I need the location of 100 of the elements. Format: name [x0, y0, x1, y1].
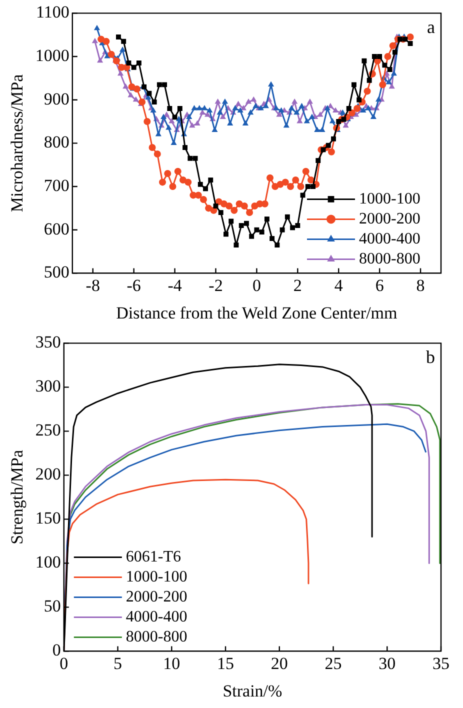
- point: [122, 83, 129, 89]
- point: [305, 184, 310, 190]
- point: [336, 119, 342, 124]
- x-tick-label: 6: [375, 276, 384, 295]
- x-tick-label: 10: [163, 654, 180, 673]
- y-tick-label: 700: [44, 176, 70, 195]
- point: [366, 78, 372, 83]
- point: [382, 62, 388, 68]
- point: [259, 230, 264, 235]
- point: [177, 106, 182, 112]
- point: [274, 242, 280, 248]
- point: [245, 98, 252, 104]
- y-tick-label: 100: [35, 552, 61, 572]
- legend-label: 2000-200: [359, 210, 420, 228]
- point: [377, 54, 382, 60]
- point: [224, 232, 228, 237]
- x-tick-label: -4: [168, 276, 182, 295]
- y-tick-label: 900: [44, 89, 70, 108]
- point: [362, 58, 367, 64]
- point: [121, 38, 126, 44]
- x-tick-label: 15: [217, 654, 234, 673]
- point: [188, 156, 193, 161]
- legend-label: 1000-100: [359, 190, 420, 208]
- legend-label: 1000-100: [126, 568, 188, 586]
- y-axis-title: Microhardness/MPa: [8, 74, 27, 212]
- x-tick-label: -8: [86, 276, 100, 295]
- point: [372, 54, 377, 60]
- y-tick-label: 150: [35, 508, 61, 528]
- point: [213, 204, 218, 209]
- y-tick-label: 1000: [35, 46, 70, 65]
- legend-label: 8000-800: [126, 628, 188, 646]
- point: [346, 106, 352, 112]
- point: [235, 100, 242, 106]
- point: [189, 122, 196, 128]
- point: [117, 70, 124, 76]
- point: [296, 118, 303, 124]
- legend-label: 6061-T6: [126, 548, 182, 566]
- point: [270, 236, 275, 242]
- x-tick-label: 30: [378, 654, 396, 673]
- point: [320, 147, 326, 152]
- point: [136, 60, 142, 66]
- point: [238, 223, 244, 228]
- point: [182, 145, 188, 150]
- x-tick-label: 25: [324, 654, 342, 673]
- point: [300, 192, 306, 198]
- point: [126, 60, 132, 66]
- x-axis-title: Strain/%: [222, 681, 282, 700]
- point: [306, 98, 313, 104]
- point: [264, 216, 270, 222]
- point: [220, 114, 226, 119]
- point: [351, 82, 356, 88]
- annotation: a: [427, 16, 435, 37]
- point: [356, 97, 362, 102]
- point: [132, 96, 139, 102]
- point: [214, 98, 221, 104]
- y-tick-label: 800: [44, 132, 70, 152]
- legend-label: 2000-200: [126, 588, 188, 606]
- x-tick-label: 35: [432, 654, 450, 673]
- y-tick-label: 1100: [36, 2, 70, 22]
- y-axis-title: Strength/MPa: [8, 450, 27, 544]
- point: [254, 227, 260, 232]
- x-tick-label: 8: [416, 276, 425, 295]
- point: [131, 64, 136, 70]
- point: [398, 36, 403, 42]
- point: [172, 114, 178, 120]
- point: [228, 218, 234, 224]
- y-tick-label: 50: [44, 596, 61, 616]
- y-tick-label: 200: [35, 464, 61, 484]
- point: [203, 186, 208, 192]
- x-tick-label: 20: [270, 654, 288, 673]
- point: [295, 223, 300, 228]
- point: [387, 67, 392, 72]
- point: [116, 34, 121, 40]
- point: [290, 225, 296, 230]
- point: [250, 96, 257, 102]
- point: [92, 38, 98, 44]
- point: [284, 214, 290, 220]
- point: [402, 36, 408, 42]
- point: [208, 178, 214, 183]
- point: [97, 57, 104, 63]
- point: [156, 82, 162, 88]
- y-tick-label: 300: [35, 376, 61, 396]
- y-tick-label: 350: [35, 332, 61, 352]
- point: [244, 220, 249, 226]
- point: [342, 122, 349, 128]
- point: [167, 106, 172, 112]
- point: [341, 116, 346, 122]
- point: [317, 112, 324, 117]
- y-tick-label: 0: [52, 640, 61, 660]
- x-tick-label: -2: [208, 276, 223, 295]
- legend-label: 4000-400: [359, 230, 420, 248]
- point: [146, 90, 152, 96]
- x-tick-label: 2: [293, 276, 302, 295]
- point: [198, 182, 203, 187]
- x-tick-label: 4: [334, 276, 344, 295]
- point: [292, 98, 298, 104]
- annotation: b: [426, 346, 435, 367]
- point: [218, 210, 224, 216]
- y-tick-label: 500: [44, 262, 70, 282]
- point: [234, 242, 239, 248]
